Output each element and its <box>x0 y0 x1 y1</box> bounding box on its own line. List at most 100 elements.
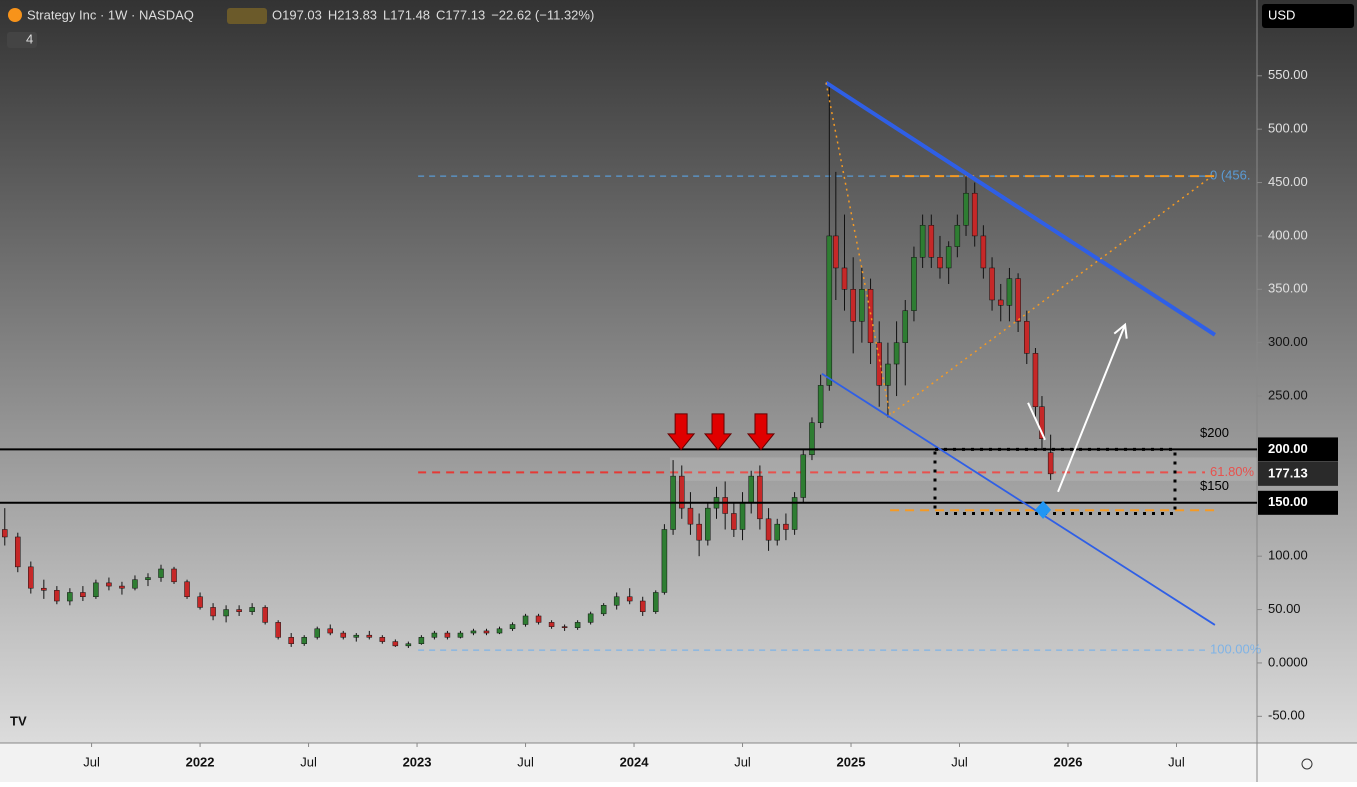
x-tick-label: 2022 <box>186 754 215 769</box>
currency-button[interactable] <box>1262 4 1354 28</box>
trend-line <box>821 372 1216 626</box>
candle-body <box>223 609 229 617</box>
candle-body <box>1024 321 1030 354</box>
candle-body <box>184 581 190 597</box>
y-tick-label: -50.00 <box>1268 708 1305 723</box>
candle-body <box>613 596 620 606</box>
symbol-icon <box>8 8 22 22</box>
candle-body <box>765 518 772 541</box>
fib-label: 100.00% <box>1210 642 1262 657</box>
x-tick-label: Jul <box>517 754 534 769</box>
chart-title: Strategy Inc · 1W · NASDAQ <box>27 7 194 22</box>
candle-body <box>696 523 702 541</box>
candle-body <box>314 628 320 638</box>
level-label: $150 <box>1200 478 1229 493</box>
candle-body <box>509 624 516 630</box>
candle-body <box>919 224 926 258</box>
candle-body <box>548 622 555 627</box>
candle-body <box>893 342 900 365</box>
candle-body <box>705 507 711 541</box>
price-label: 150.00 <box>1268 494 1308 509</box>
candle-body <box>15 536 21 568</box>
candle-body <box>652 592 659 612</box>
candle-body <box>457 632 464 638</box>
candle-body <box>989 267 995 301</box>
candle-body <box>639 600 646 612</box>
logo: TV <box>10 713 27 728</box>
candle-body <box>800 454 807 498</box>
candle-body <box>106 582 112 587</box>
candle-body <box>774 523 780 541</box>
candle-body <box>353 634 360 638</box>
candle-body <box>54 590 60 602</box>
x-tick-label: 2024 <box>620 754 650 769</box>
candle-body <box>587 613 594 623</box>
candle-body <box>826 235 833 386</box>
candle-body <box>885 363 891 386</box>
candle-body <box>748 475 754 504</box>
candle-body <box>757 475 763 520</box>
candle-body <box>405 643 412 647</box>
candle-body <box>41 587 47 591</box>
candle-body <box>937 257 943 269</box>
price-label-bg <box>1258 437 1338 462</box>
currency: USD <box>1268 7 1295 22</box>
y-tick-label: 300.00 <box>1268 334 1308 349</box>
candle-body <box>1032 353 1039 407</box>
candle-body <box>80 592 86 597</box>
candle-body <box>171 568 177 583</box>
trend-line <box>1057 324 1127 493</box>
candle-body <box>340 632 347 638</box>
candle-body <box>2 529 8 538</box>
candle-body <box>275 622 281 638</box>
candle-body <box>997 299 1004 306</box>
candle-body <box>1015 278 1021 322</box>
price-label: 200.00 <box>1268 441 1308 456</box>
candle-body <box>444 632 451 638</box>
candle-body <box>867 289 874 343</box>
ohlc-value: C177.13 <box>436 7 485 22</box>
candle-body <box>28 566 34 589</box>
level-label: $200 <box>1200 425 1229 440</box>
candle-body <box>197 596 203 608</box>
down-arrow <box>667 413 696 451</box>
candle-body <box>418 637 425 644</box>
background <box>0 0 1357 743</box>
candle-body <box>600 605 607 615</box>
price-label-bg <box>1258 461 1338 486</box>
candle-body <box>132 579 138 589</box>
candle-body <box>971 192 978 237</box>
x-tick-label: Jul <box>1168 754 1185 769</box>
candle-body <box>145 577 151 580</box>
candle-body <box>327 628 334 634</box>
fib-label: 61.80% ( <box>1210 464 1263 479</box>
indicator-toggle[interactable] <box>7 32 37 48</box>
y-tick-label: 250.00 <box>1268 387 1308 402</box>
candle-body <box>850 289 856 322</box>
candle-body <box>158 568 164 578</box>
indicator-count: 4 <box>26 31 33 46</box>
price-label: 177.13 <box>1268 465 1308 480</box>
candle-body <box>301 637 307 644</box>
candle-body <box>67 592 73 602</box>
candle-body <box>1047 452 1054 475</box>
y-tick-label: 50.00 <box>1268 601 1301 616</box>
candle-body <box>928 224 935 258</box>
candle-body <box>626 596 633 602</box>
candle-body <box>535 615 542 623</box>
candle-body <box>963 192 969 226</box>
y-tick-label: 350.00 <box>1268 281 1308 296</box>
candle-body <box>661 529 668 593</box>
candle-body <box>783 523 789 530</box>
target-box <box>933 447 1177 515</box>
status-badge <box>227 8 267 24</box>
x-tick-label: 2026 <box>1054 754 1083 769</box>
candle-body <box>249 607 255 612</box>
x-tick-label: Jul <box>83 754 100 769</box>
ohlc-value: −22.62 (−11.32%) <box>491 7 594 22</box>
candle-body <box>1006 278 1013 306</box>
x-tick-label: Jul <box>300 754 317 769</box>
candle-body <box>731 513 737 530</box>
settings-icon[interactable] <box>1301 758 1313 770</box>
trend-line <box>824 80 1216 337</box>
